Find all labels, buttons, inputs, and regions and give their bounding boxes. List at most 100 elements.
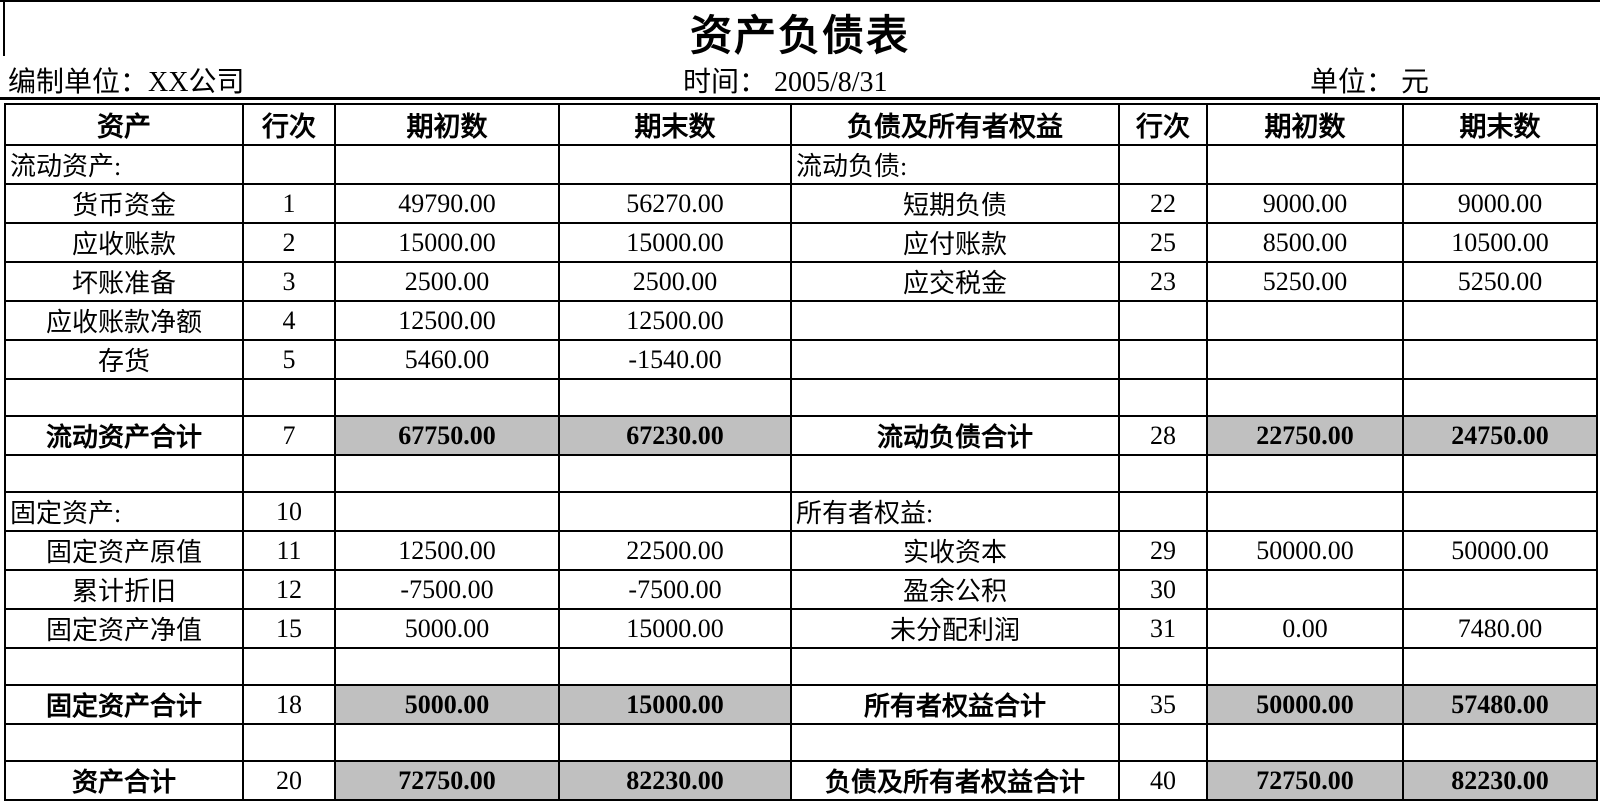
- table-cell: [790, 300, 1120, 341]
- table-cell: [1402, 144, 1598, 185]
- table-cell: [790, 454, 1120, 493]
- table-cell: [1118, 454, 1208, 493]
- table-cell: 5: [242, 339, 336, 380]
- table-cell: [242, 454, 336, 493]
- table-cell: 5460.00: [334, 339, 560, 380]
- table-cell: [334, 723, 560, 762]
- table-cell: 累计折旧: [4, 569, 244, 610]
- table-cell: [1206, 378, 1404, 417]
- table-cell: [558, 454, 792, 493]
- table-cell: 应交税金: [790, 261, 1120, 302]
- table-row: 存货 5 5460.00 -1540.00: [4, 339, 1598, 380]
- table-cell: 50000.00: [1206, 530, 1404, 571]
- header-cell-line-no-left: 行次: [242, 103, 336, 146]
- table-cell: [4, 647, 244, 686]
- header-cell-closing-right: 期末数: [1402, 103, 1598, 146]
- header-cell-liability-equity: 负债及所有者权益: [790, 103, 1120, 146]
- table-cell: [1206, 300, 1404, 341]
- table-cell: [4, 378, 244, 417]
- table-cell: 盈余公积: [790, 569, 1120, 610]
- table-cell: 所有者权益合计: [790, 684, 1120, 725]
- table-cell: 资产合计: [4, 760, 244, 801]
- table-cell: 流动资产合计: [4, 415, 244, 456]
- table-cell: 29: [1118, 530, 1208, 571]
- table-cell: 2: [242, 222, 336, 263]
- table-row: [4, 454, 1598, 493]
- header-underline: [0, 97, 1600, 100]
- table-cell: 1: [242, 183, 336, 224]
- table-cell: -7500.00: [558, 569, 792, 610]
- table-cell: 67230.00: [558, 415, 792, 456]
- table-cell: [790, 378, 1120, 417]
- table-row: [4, 723, 1598, 762]
- table-cell: [1118, 723, 1208, 762]
- unit-label: 单位： 元: [1310, 67, 1430, 98]
- table-cell: 货币资金: [4, 183, 244, 224]
- table-cell: 57480.00: [1402, 684, 1598, 725]
- table-cell: 5000.00: [334, 608, 560, 649]
- table-cell: 18: [242, 684, 336, 725]
- table-cell: 2500.00: [334, 261, 560, 302]
- table-cell: 固定资产净值: [4, 608, 244, 649]
- table-cell: -7500.00: [334, 569, 560, 610]
- table-cell: [790, 339, 1120, 380]
- table-cell: 15000.00: [558, 608, 792, 649]
- left-border-tick: [3, 0, 5, 56]
- header-cell-opening-right: 期初数: [1206, 103, 1404, 146]
- table-cell: 12500.00: [334, 300, 560, 341]
- table-cell: [558, 491, 792, 532]
- table-cell: 固定资产合计: [4, 684, 244, 725]
- table-cell: [334, 647, 560, 686]
- table-cell: 5000.00: [334, 684, 560, 725]
- table-cell: [1402, 723, 1598, 762]
- table-cell: 23: [1118, 261, 1208, 302]
- table-row: [4, 647, 1598, 686]
- table-cell: 15000.00: [334, 222, 560, 263]
- table-cell: 短期负债: [790, 183, 1120, 224]
- table-cell: 流动资产:: [4, 144, 244, 185]
- table-cell: [790, 723, 1120, 762]
- table-cell: [558, 723, 792, 762]
- table-cell: 15000.00: [558, 684, 792, 725]
- table-row: 固定资产合计 18 5000.00 15000.00 所有者权益合计 35 50000.00…: [4, 684, 1598, 725]
- page-title: 资产负债表: [689, 14, 910, 60]
- table-cell: 存货: [4, 339, 244, 380]
- table-cell: [4, 454, 244, 493]
- table-cell: 9000.00: [1402, 183, 1598, 224]
- table-cell: 7: [242, 415, 336, 456]
- table-cell: [1402, 454, 1598, 493]
- table-cell: [558, 647, 792, 686]
- table-cell: 流动负债:: [790, 144, 1120, 185]
- table-cell: 应收账款净额: [4, 300, 244, 341]
- table-row: [4, 378, 1598, 417]
- table-row: 累计折旧 12 -7500.00 -7500.00 盈余公积 30: [4, 569, 1598, 610]
- table-row: 货币资金 1 49790.00 56270.00 短期负债 22 9000.00 9000.0…: [4, 183, 1598, 224]
- table-cell: 12: [242, 569, 336, 610]
- table-cell: 20: [242, 760, 336, 801]
- prepared-by-label: 编制单位：XX公司: [8, 67, 245, 98]
- balance-sheet-table: 资产 行次 期初数 期末数 负债及所有者权益 行次 期初数 期末数 流动资产: 流…: [4, 103, 1598, 801]
- table-cell: 50000.00: [1206, 684, 1404, 725]
- table-cell: [334, 378, 560, 417]
- table-cell: [1118, 300, 1208, 341]
- top-border-line: [0, 0, 1600, 2]
- table-cell: [558, 144, 792, 185]
- table-cell: 负债及所有者权益合计: [790, 760, 1120, 801]
- table-cell: [1206, 454, 1404, 493]
- table-cell: 5250.00: [1402, 261, 1598, 302]
- header-cell-asset: 资产: [4, 103, 244, 146]
- table-cell: 56270.00: [558, 183, 792, 224]
- table-cell: 30: [1118, 569, 1208, 610]
- table-cell: [1402, 339, 1598, 380]
- table-cell: [1402, 647, 1598, 686]
- table-cell: 3: [242, 261, 336, 302]
- table-row: 流动资产合计 7 67750.00 67230.00 流动负债合计 28 22750.00 2…: [4, 415, 1598, 456]
- table-cell: [1402, 491, 1598, 532]
- table-row: 应收账款净额 4 12500.00 12500.00: [4, 300, 1598, 341]
- header-cell-line-no-right: 行次: [1118, 103, 1208, 146]
- table-cell: 15: [242, 608, 336, 649]
- table-cell: [1206, 723, 1404, 762]
- table-row: 固定资产净值 15 5000.00 15000.00 未分配利润 31 0.00 7480.0…: [4, 608, 1598, 649]
- table-cell: 4: [242, 300, 336, 341]
- table-cell: 应收账款: [4, 222, 244, 263]
